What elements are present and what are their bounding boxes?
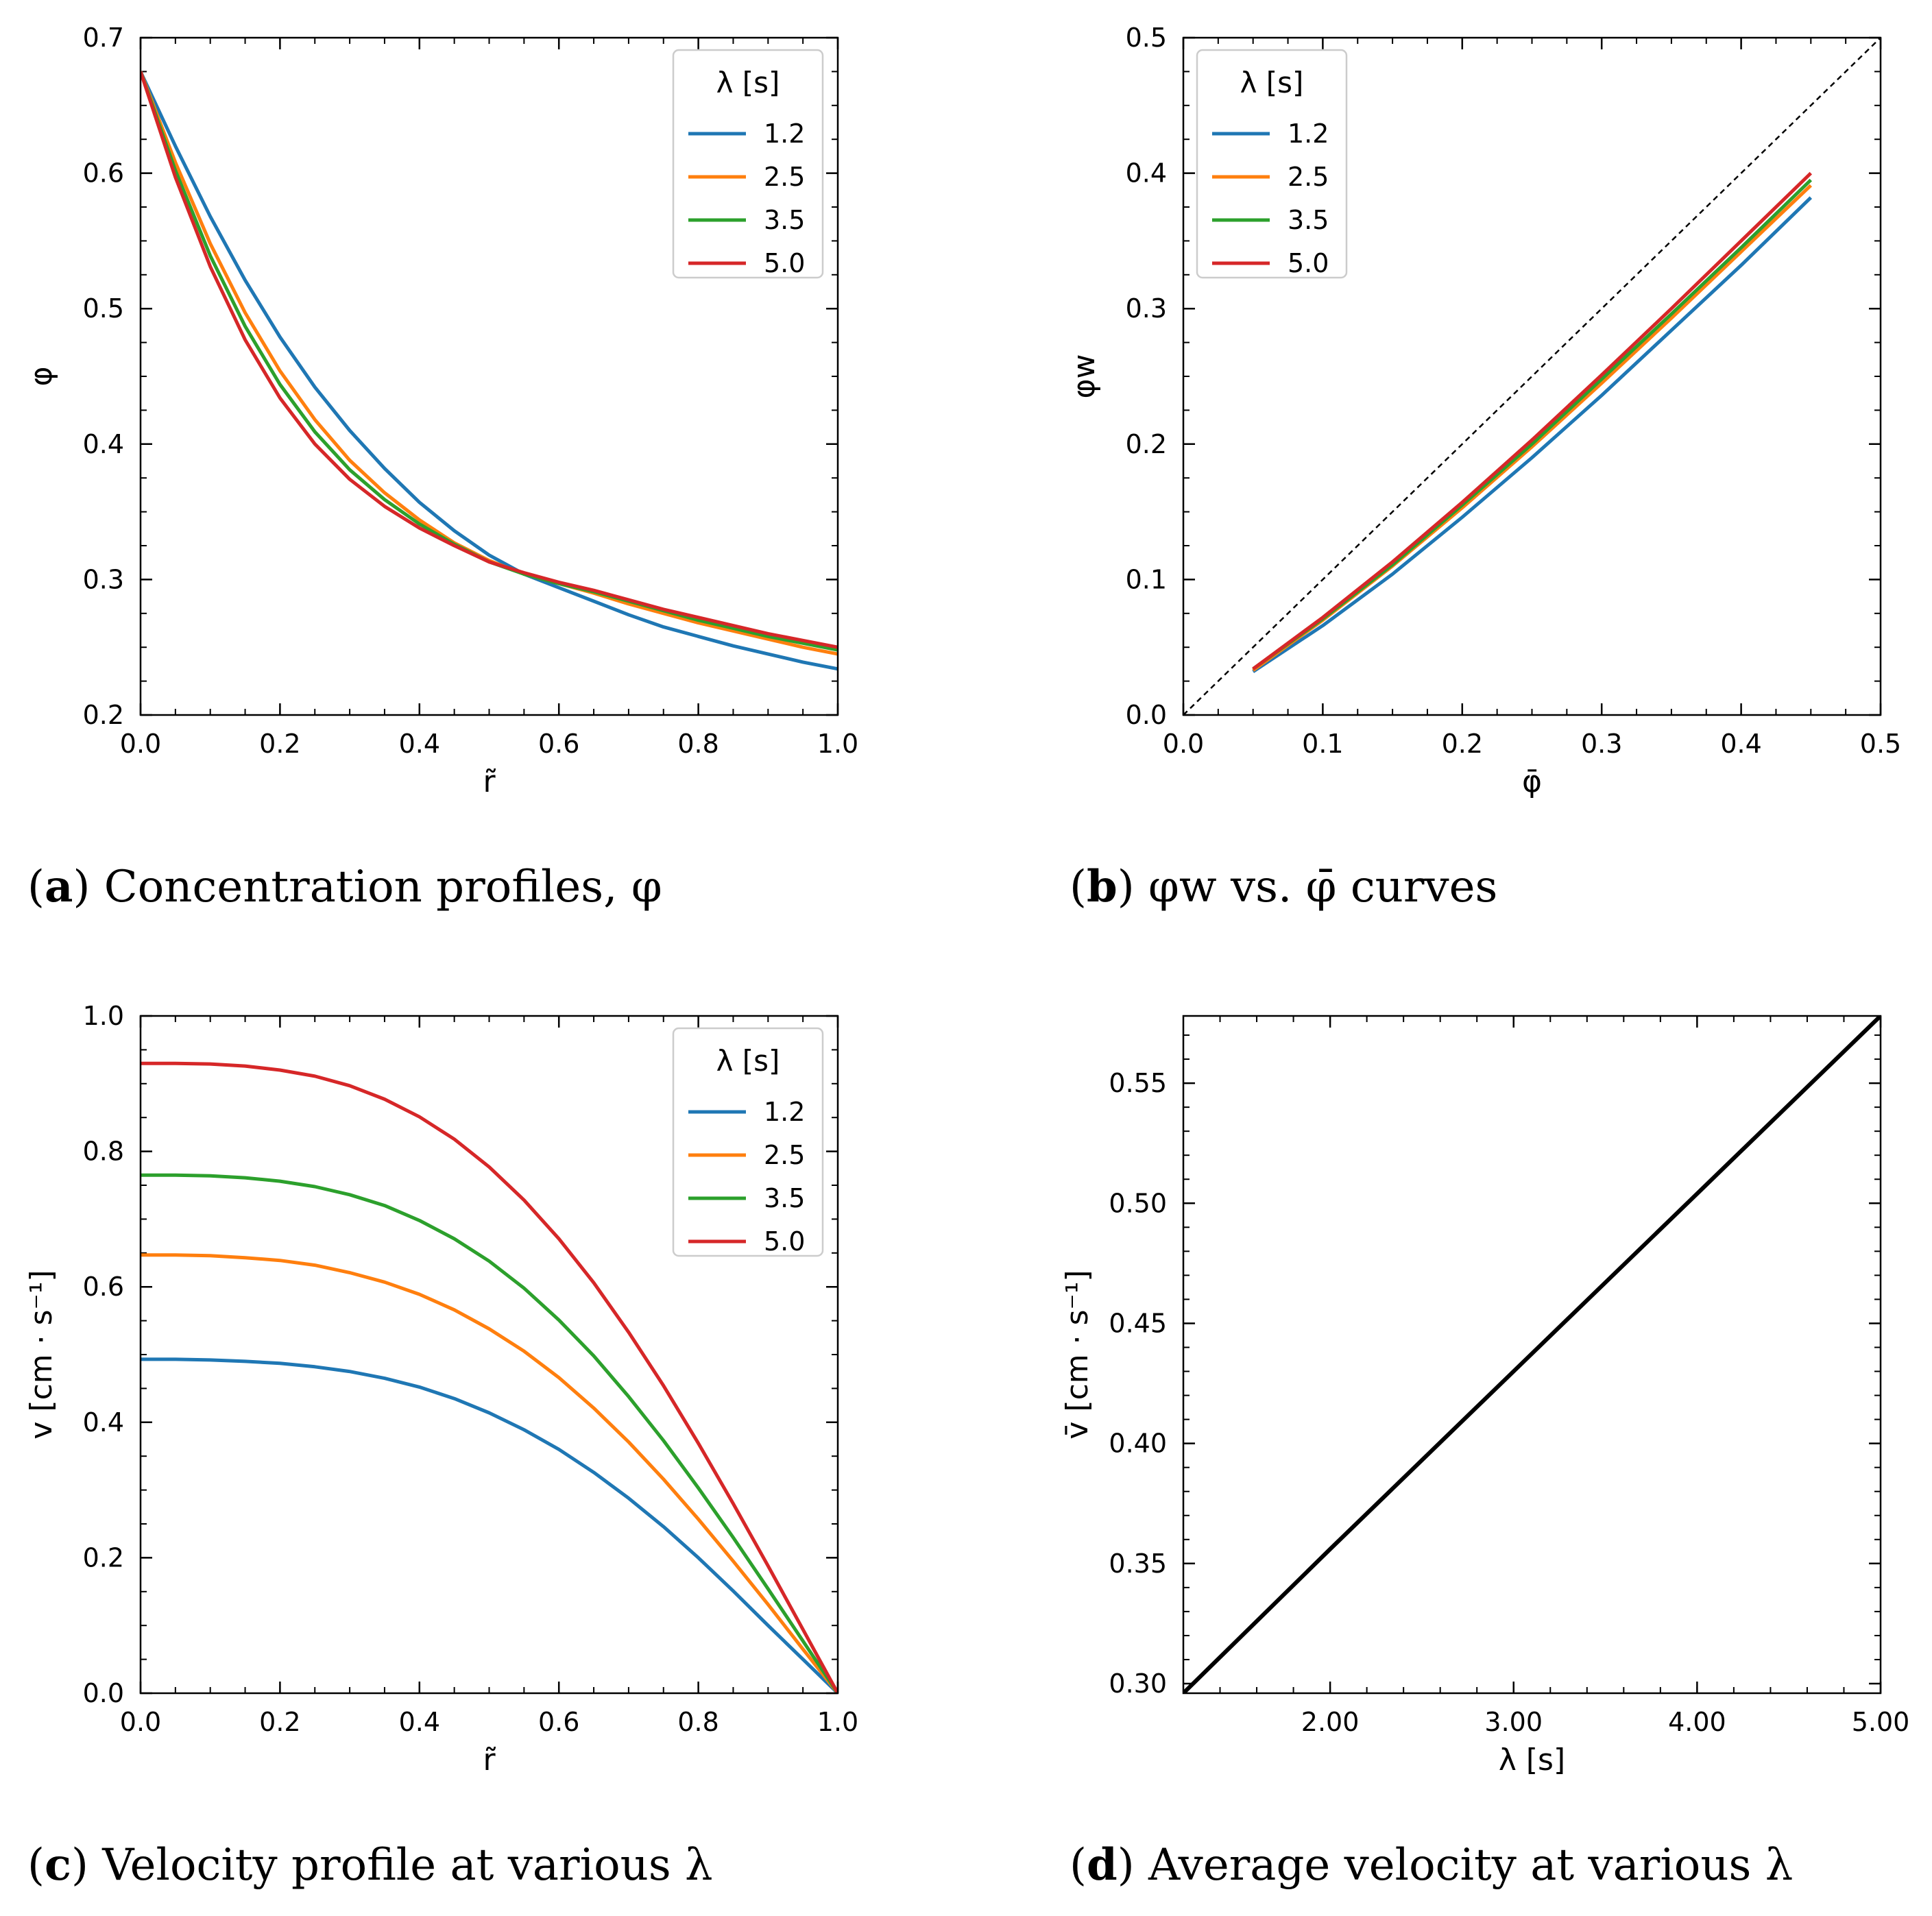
chart-panel-a: 0.0 0.2 0.4 0.6 0.8 1.00.20.30.40.50.60.7r̃φλ…: [24, 23, 858, 912]
x-tick-label: 0.8: [677, 1707, 719, 1737]
x-tick-label: 4.00: [1668, 1707, 1726, 1737]
y-tick-label: 0.35: [1109, 1549, 1167, 1579]
x-tick-label: 0.4: [1720, 729, 1761, 759]
legend: λ [s] 1.2 2.5 3.5 5.0: [672, 1027, 824, 1257]
panel-caption: (c) Velocity profile at various λ: [27, 1839, 713, 1891]
x-tick-label: 1.0: [817, 1707, 858, 1737]
series-line-average: [1183, 1016, 1881, 1693]
legend-entry: 3.5: [764, 1183, 805, 1213]
y-axis-label: φ: [24, 366, 59, 386]
y-tick-label: 0.1: [1126, 564, 1167, 594]
x-tick-label: 0.0: [1163, 729, 1204, 759]
x-axis-label: λ [s]: [1499, 1743, 1565, 1778]
y-tick-label: 0.5: [1126, 23, 1167, 53]
y-tick-label: 0.6: [83, 1272, 124, 1302]
x-tick-label: 0.6: [538, 1707, 579, 1737]
x-tick-label: 0.0: [120, 1707, 161, 1737]
y-tick-label: 0.2: [83, 700, 124, 730]
legend-title: λ [s]: [716, 66, 780, 99]
y-tick-label: 0.0: [83, 1678, 124, 1708]
legend-entry: 1.2: [764, 1097, 805, 1127]
y-axis-label: v [cm · s⁻¹]: [24, 1270, 59, 1439]
y-tick-label: 0.30: [1109, 1669, 1167, 1699]
legend-entry: 2.5: [1288, 162, 1329, 192]
series-line-5.0: [1252, 171, 1813, 670]
y-tick-label: 0.0: [1126, 700, 1167, 730]
chart-panel-d: 2.00 3.00 4.00 5.00 0.30 0.35 0.40 0.45 0.50 0.55…: [1060, 1015, 1910, 1891]
series-line-1.2: [1252, 196, 1813, 673]
panel-caption: (a) Concentration profiles, φ: [27, 861, 662, 912]
series-line-5.0: [141, 1061, 838, 1693]
y-axis-label: v̄ [cm · s⁻¹]: [1060, 1270, 1095, 1439]
chart-panel-b: 0.0 0.1 0.2 0.3 0.4 0.5 0.0 0.1 0.2 0.3 0.4 0.5 φ̄ φw…: [1067, 23, 1901, 912]
y-tick-label: 0.8: [83, 1137, 124, 1167]
reference-line: [1183, 38, 1881, 715]
y-tick-label: 0.4: [83, 1407, 124, 1438]
legend-entry: 1.2: [1288, 119, 1329, 149]
series-line-2.5: [141, 1253, 838, 1693]
y-axis-label: φw: [1067, 354, 1102, 398]
series-line-5.0: [141, 71, 838, 649]
y-tick-label: 0.45: [1109, 1308, 1167, 1338]
y-tick-label: 0.6: [83, 158, 124, 189]
y-tick-label: 0.4: [83, 429, 124, 459]
legend-entry: 5.0: [1288, 248, 1329, 278]
legend-entry: 1.2: [764, 119, 805, 149]
series-line-3.5: [141, 1173, 838, 1693]
y-tick-label: 1.0: [83, 1001, 124, 1031]
x-tick-label: 0.2: [259, 729, 300, 759]
series-line-1.2: [141, 1357, 838, 1693]
x-axis-label: r̃: [483, 1743, 496, 1778]
y-tick-label: 0.2: [1126, 429, 1167, 459]
x-tick-label: 5.00: [1852, 1707, 1910, 1737]
y-tick-label: 0.40: [1109, 1429, 1167, 1459]
x-tick-label: 0.2: [259, 1707, 300, 1737]
x-tick-label: 0.6: [538, 729, 579, 759]
x-tick-label: 3.00: [1484, 1707, 1543, 1737]
legend-title: λ [s]: [716, 1044, 780, 1078]
legend: λ [s] 1.2 2.5 3.5 5.0: [672, 49, 824, 279]
y-tick-label: 0.4: [1126, 158, 1167, 189]
panel-caption: (b) φw vs. φ̄ curves: [1070, 861, 1497, 912]
legend: λ [s] 1.2 2.5 3.5 5.0: [1196, 49, 1348, 279]
legend-entry: 2.5: [764, 162, 805, 192]
y-tick-label: 0.55: [1109, 1068, 1167, 1098]
legend-title: λ [s]: [1240, 66, 1304, 99]
x-tick-label: 1.0: [817, 729, 858, 759]
legend-entry: 5.0: [764, 248, 805, 278]
legend-entry: 3.5: [764, 205, 805, 235]
y-tick-label: 0.3: [83, 564, 124, 594]
x-tick-label: 0.0: [120, 729, 161, 759]
y-tick-label: 0.5: [83, 293, 124, 324]
legend-entry: 2.5: [764, 1140, 805, 1170]
plot-frame: [139, 36, 839, 716]
plot-frame: [1182, 36, 1882, 716]
x-tick-label: 0.4: [399, 729, 440, 759]
x-tick-label: 0.5: [1860, 729, 1901, 759]
y-tick-label: 0.3: [1126, 293, 1167, 324]
y-tick-label: 0.2: [83, 1542, 124, 1573]
x-tick-label: 0.4: [399, 1707, 440, 1737]
plot-frame: [1182, 1015, 1882, 1695]
x-tick-label: 0.8: [677, 729, 719, 759]
x-tick-label: 0.3: [1581, 729, 1622, 759]
y-tick-label: 0.7: [83, 23, 124, 53]
series-line-1.2: [141, 71, 838, 671]
y-tick-label: 0.50: [1109, 1188, 1167, 1218]
x-tick-label: 0.1: [1302, 729, 1343, 759]
x-axis-label: r̃: [483, 764, 496, 799]
x-tick-label: 2.00: [1301, 1707, 1360, 1737]
chart-panel-c: 0.0 0.2 0.4 0.6 0.8 1.0 0.0 0.2 0.4 0.6 0.8 1.0 r̃ v …: [24, 1001, 858, 1891]
legend-entry: 3.5: [1288, 205, 1329, 235]
x-axis-label: φ̄: [1522, 764, 1542, 799]
panel-caption: (d) Average velocity at various λ: [1070, 1839, 1793, 1891]
legend-entry: 5.0: [764, 1226, 805, 1257]
x-tick-label: 0.2: [1442, 729, 1483, 759]
plot-frame: [139, 1015, 839, 1695]
